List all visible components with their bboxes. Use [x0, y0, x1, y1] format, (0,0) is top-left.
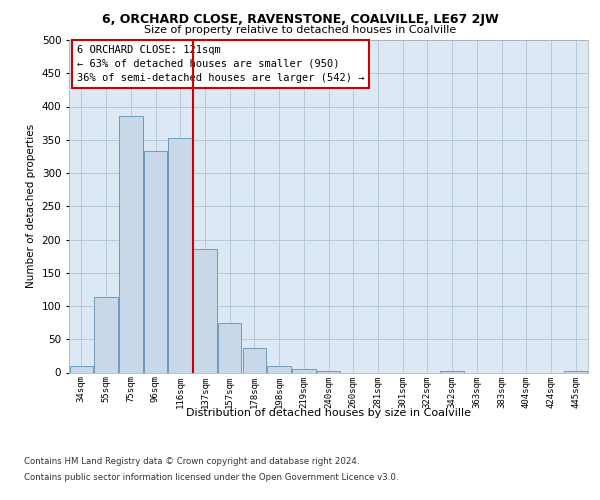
Text: Size of property relative to detached houses in Coalville: Size of property relative to detached ho…: [144, 25, 456, 35]
Bar: [218, 322, 241, 372]
Y-axis label: Number of detached properties: Number of detached properties: [26, 124, 36, 288]
Bar: [292, 368, 316, 372]
Text: Distribution of detached houses by size in Coalville: Distribution of detached houses by size …: [187, 408, 472, 418]
Bar: [144, 151, 167, 372]
Bar: [440, 370, 464, 372]
Bar: [242, 348, 266, 372]
Bar: [268, 366, 291, 372]
Text: Contains HM Land Registry data © Crown copyright and database right 2024.: Contains HM Land Registry data © Crown c…: [24, 458, 359, 466]
Text: Contains public sector information licensed under the Open Government Licence v3: Contains public sector information licen…: [24, 472, 398, 482]
Bar: [564, 370, 587, 372]
Bar: [193, 250, 217, 372]
Bar: [169, 138, 192, 372]
Bar: [119, 116, 143, 372]
Text: 6, ORCHARD CLOSE, RAVENSTONE, COALVILLE, LE67 2JW: 6, ORCHARD CLOSE, RAVENSTONE, COALVILLE,…: [101, 12, 499, 26]
Bar: [94, 298, 118, 372]
Bar: [70, 366, 93, 372]
Bar: [317, 371, 340, 372]
Text: 6 ORCHARD CLOSE: 121sqm
← 63% of detached houses are smaller (950)
36% of semi-d: 6 ORCHARD CLOSE: 121sqm ← 63% of detache…: [77, 45, 364, 83]
